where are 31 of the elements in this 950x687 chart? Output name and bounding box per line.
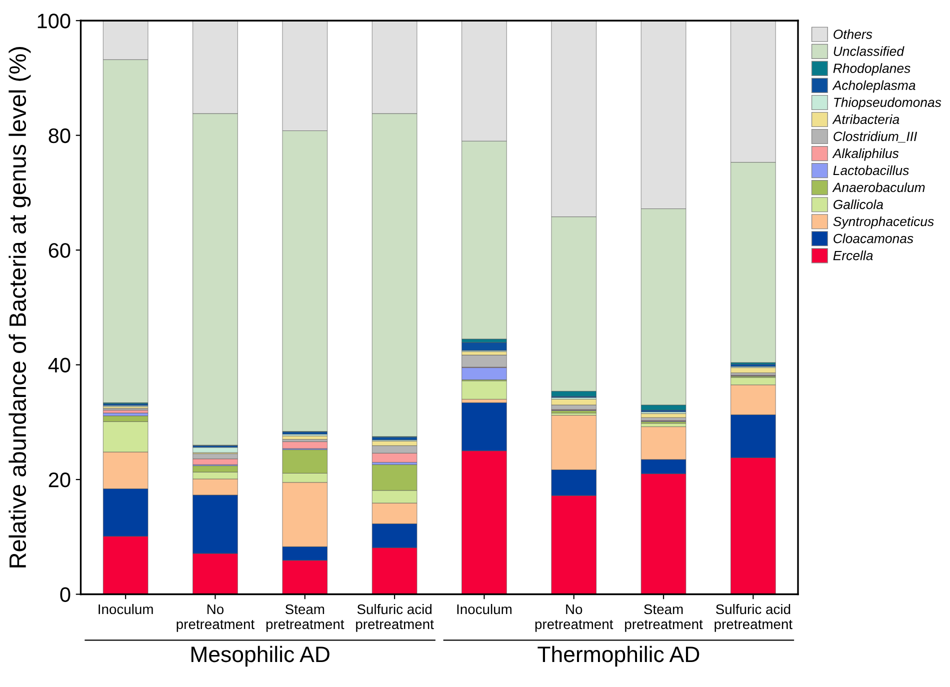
x-tick-label: No pretreatment bbox=[176, 604, 255, 632]
x-tick-label: Inoculum bbox=[457, 604, 512, 614]
x-tick-label: Steam pretreatment bbox=[625, 604, 703, 632]
legend-label: Thiopseudomonas bbox=[834, 97, 942, 110]
legend-label: Clostridium_III bbox=[834, 131, 918, 143]
legend-label: Lactobacillus bbox=[833, 165, 909, 176]
x-tick-label: Inoculum bbox=[98, 604, 153, 614]
text: Thermophilic AD bbox=[538, 646, 700, 667]
legend-label: Others bbox=[834, 29, 872, 39]
y-tick-label: 60 bbox=[48, 243, 70, 258]
x-tick-label: Steam pretreatment bbox=[266, 604, 344, 632]
legend-label: Gallicola bbox=[834, 199, 884, 210]
legend-label: Syntrophaceticus bbox=[833, 216, 934, 229]
y-axis-title: Relative abundance of Bacteria at genus level (%) bbox=[8, 47, 31, 568]
legend-label: Acholeplasma bbox=[832, 80, 916, 93]
x-tick-label: No pretreatment bbox=[535, 604, 614, 632]
y-tick-label: 0 bbox=[60, 587, 70, 602]
y-tick-label: 40 bbox=[48, 358, 70, 373]
y-tick-label: 80 bbox=[48, 128, 70, 144]
x-tick-label: Sulfuric acid pretreatment bbox=[714, 604, 792, 632]
legend-label: Unclassified bbox=[834, 46, 904, 56]
legend-label: Ercella bbox=[833, 250, 873, 260]
y-tick-label: 100 bbox=[38, 14, 70, 28]
y-tick-label: 20 bbox=[48, 472, 70, 488]
legend-label: Atribacteria bbox=[832, 114, 900, 124]
text: Mesophilic AD bbox=[191, 646, 330, 667]
x-tick-label: Sulfuric acid pretreatment bbox=[356, 604, 434, 632]
legend-label: Rhodoplanes bbox=[833, 63, 910, 76]
legend-label: Alkaliphilus bbox=[832, 148, 899, 161]
legend-label: Anaerobaculum bbox=[832, 182, 925, 192]
legend-label: Cloacamonas bbox=[834, 234, 914, 244]
